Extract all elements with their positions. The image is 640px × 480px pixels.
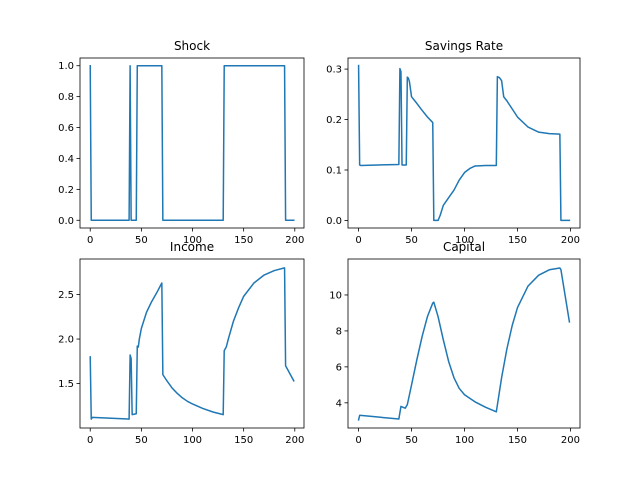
y-tick-label: 0.8 — [58, 92, 74, 103]
panel-savings-rate: Savings Rate 0 50 100 150 200 0.0 0.1 0.2 0.3 — [326, 39, 581, 246]
y-tick-label: 0.1 — [326, 165, 342, 176]
panel-title: Capital — [443, 240, 485, 254]
panel-title: Savings Rate — [425, 39, 503, 53]
y-tick-label: 10 — [329, 290, 342, 301]
panel-title: Income — [170, 240, 214, 254]
y-ticks: 0.0 0.1 0.2 0.3 — [326, 65, 348, 227]
x-tick-label: 100 — [183, 235, 202, 246]
x-tick-label: 200 — [285, 235, 304, 246]
y-tick-label: 6 — [336, 362, 342, 373]
y-tick-label: 1.0 — [58, 61, 74, 72]
x-tick-label: 50 — [135, 435, 148, 446]
axes-frame — [79, 258, 305, 429]
x-tick-label: 0 — [355, 435, 361, 446]
x-ticks: 0 50 100 150 200 — [87, 228, 304, 246]
x-tick-label: 150 — [234, 435, 253, 446]
x-tick-label: 100 — [183, 435, 202, 446]
y-tick-label: 0.3 — [326, 65, 342, 76]
x-tick-label: 0 — [87, 435, 93, 446]
y-tick-label: 0.2 — [326, 115, 342, 126]
x-tick-label: 50 — [405, 235, 418, 246]
panel-shock: Shock 0 50 100 150 200 0.0 0.2 0.4 0.6 0.8 1.0 — [58, 39, 305, 246]
x-ticks: 0 50 100 150 200 — [355, 228, 580, 246]
y-ticks: 0.0 0.2 0.4 0.6 0.8 1.0 — [58, 61, 80, 227]
y-tick-label: 0.6 — [58, 123, 74, 134]
x-ticks: 0 50 100 150 200 — [355, 428, 580, 446]
y-tick-label: 0.4 — [58, 154, 74, 165]
x-tick-label: 200 — [561, 435, 580, 446]
y-tick-label: 2.0 — [58, 335, 74, 346]
series-line-savings-rate — [357, 64, 571, 222]
x-tick-label: 50 — [405, 435, 418, 446]
axes-frame — [347, 258, 581, 429]
x-tick-label: 200 — [561, 235, 580, 246]
x-tick-label: 0 — [87, 235, 93, 246]
x-tick-label: 150 — [234, 235, 253, 246]
y-ticks: 4 6 8 10 — [329, 290, 348, 409]
x-tick-label: 200 — [285, 435, 304, 446]
panel-capital: Capital 0 50 100 150 200 4 6 8 10 — [329, 240, 581, 446]
x-tick-label: 100 — [455, 235, 474, 246]
y-tick-label: 4 — [336, 398, 342, 409]
panel-title: Shock — [174, 39, 210, 53]
y-tick-label: 0.2 — [58, 185, 74, 196]
y-tick-label: 2.5 — [58, 290, 74, 301]
y-tick-label: 0.0 — [58, 216, 74, 227]
x-tick-label: 150 — [508, 435, 527, 446]
x-ticks: 0 50 100 150 200 — [87, 428, 304, 446]
series-line-capital — [357, 267, 571, 421]
axes-frame — [347, 57, 581, 229]
series-line-shock — [89, 64, 295, 222]
series-line-income — [89, 267, 295, 420]
x-tick-label: 100 — [455, 435, 474, 446]
y-tick-label: 1.5 — [58, 379, 74, 390]
x-tick-label: 0 — [355, 235, 361, 246]
y-tick-label: 0.0 — [326, 216, 342, 227]
x-tick-label: 150 — [508, 235, 527, 246]
x-tick-label: 50 — [135, 235, 148, 246]
y-tick-label: 8 — [336, 326, 342, 337]
axes-frame — [79, 57, 305, 229]
panel-income: Income 0 50 100 150 200 1.5 2.0 2.5 — [58, 240, 305, 446]
y-ticks: 1.5 2.0 2.5 — [58, 290, 80, 390]
